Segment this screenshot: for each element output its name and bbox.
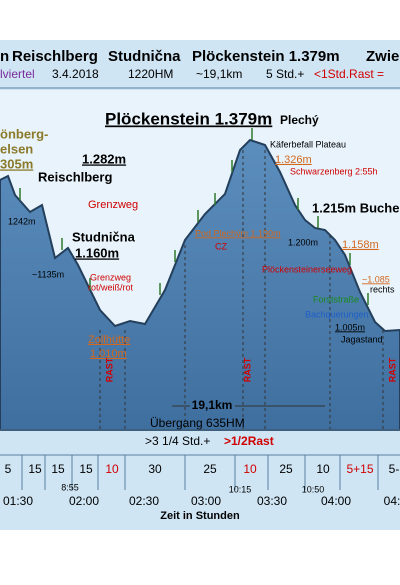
profile-label: rechts xyxy=(370,284,395,294)
duration: 10 xyxy=(316,462,330,476)
profile-label: rot/weiß/rot xyxy=(88,282,134,292)
rest-lines xyxy=(99,150,384,430)
profile-label: Plöckensteinerseeweg xyxy=(262,264,352,274)
profile-label: elsen xyxy=(0,141,33,156)
profile-label: 1.160m xyxy=(75,245,119,260)
distance: 19,1km xyxy=(192,398,233,412)
duration: 15 xyxy=(51,462,65,476)
profile-label: 1.158m xyxy=(342,239,379,251)
ascent: Übergang 635HM xyxy=(150,416,245,430)
duration: 25 xyxy=(203,462,217,476)
time: >3 1/4 Std.+ xyxy=(145,434,210,448)
header-item: n xyxy=(0,48,9,65)
time-tick: 8:55 xyxy=(61,482,79,492)
profile-title-cz: Plechý xyxy=(280,113,319,127)
profile-title: Plöckenstein 1.379m xyxy=(105,109,272,128)
rest-label: RAST xyxy=(387,357,397,382)
header-item: Studnična xyxy=(108,48,181,65)
duration: 30 xyxy=(148,462,162,476)
header-info: 5 Std.+ xyxy=(266,67,304,81)
profile-label: 1.005m xyxy=(335,322,365,332)
profile-label: ~1135m xyxy=(32,269,64,279)
profile-label: 1.200m xyxy=(288,237,318,247)
duration: 10 xyxy=(243,462,257,476)
profile-label: Zollhütte xyxy=(88,334,130,346)
duration: 5+15 xyxy=(346,462,373,476)
profile-label: Pod Plechým 1.190m xyxy=(195,228,281,238)
elevation-profile xyxy=(0,138,400,431)
profile-label: Schwarzenberg 2:55h xyxy=(290,166,378,176)
profile-label: Reischlberg xyxy=(38,169,112,184)
header-item: Plöckenstein 1.379m xyxy=(192,48,340,65)
profile-label: Studnična xyxy=(72,229,136,244)
duration: 5 xyxy=(5,462,12,476)
time-tick: 02:00 xyxy=(69,494,99,508)
duration: 15 xyxy=(28,462,42,476)
header-item: Reischlberg xyxy=(12,48,98,65)
time-tick: 10:50 xyxy=(302,484,325,494)
axis-label: Zeit in Stunden xyxy=(160,510,240,522)
profile-label: ~1.085 xyxy=(362,274,390,284)
profile-label: 305m xyxy=(0,156,33,171)
profile-label: Forststraße xyxy=(313,294,359,304)
duration: 10 xyxy=(105,462,119,476)
profile-label: Jagastand xyxy=(341,334,383,344)
time-tick: 03:30 xyxy=(257,494,287,508)
time-tick: 01:30 xyxy=(3,494,33,508)
header-item: Zwie xyxy=(366,48,399,65)
duration: 5- xyxy=(389,462,400,476)
profile-label: CZ xyxy=(215,241,227,251)
profile-label: önberg- xyxy=(0,126,48,141)
time-tick: 10:15 xyxy=(229,484,252,494)
rest-label: RAST xyxy=(104,357,114,382)
profile-label: Grenzweg xyxy=(90,272,131,282)
profile-label: Käferbefall Plateau xyxy=(270,139,346,149)
profile-label: 1.326m xyxy=(275,154,312,166)
header-info: 3.4.2018 xyxy=(52,67,99,81)
profile-label: Grenzweg xyxy=(88,199,138,211)
time-tick: 04:00 xyxy=(321,494,351,508)
time-grid xyxy=(21,455,379,490)
profile-label: 1.215m Buche xyxy=(312,200,399,215)
profile-label: Bachquerungen xyxy=(305,309,369,319)
duration: 15 xyxy=(79,462,93,476)
time-tick: 04: xyxy=(384,494,400,508)
header-info: <1Std.Rast = xyxy=(314,67,384,81)
trees xyxy=(19,128,369,305)
time-tick: 02:30 xyxy=(129,494,159,508)
header-info: lviertel xyxy=(0,67,35,81)
rest-total: >1/2Rast xyxy=(224,434,274,448)
rest-label: RAST xyxy=(242,357,252,382)
profile-label: 1.282m xyxy=(82,151,126,166)
time-tick: 03:00 xyxy=(191,494,221,508)
header-info: 1220HM xyxy=(128,67,173,81)
header-info: ~19,1km xyxy=(196,67,242,81)
profile-label: 1242m xyxy=(8,216,36,226)
duration: 25 xyxy=(279,462,293,476)
profile-label: 1.010m xyxy=(90,348,127,360)
